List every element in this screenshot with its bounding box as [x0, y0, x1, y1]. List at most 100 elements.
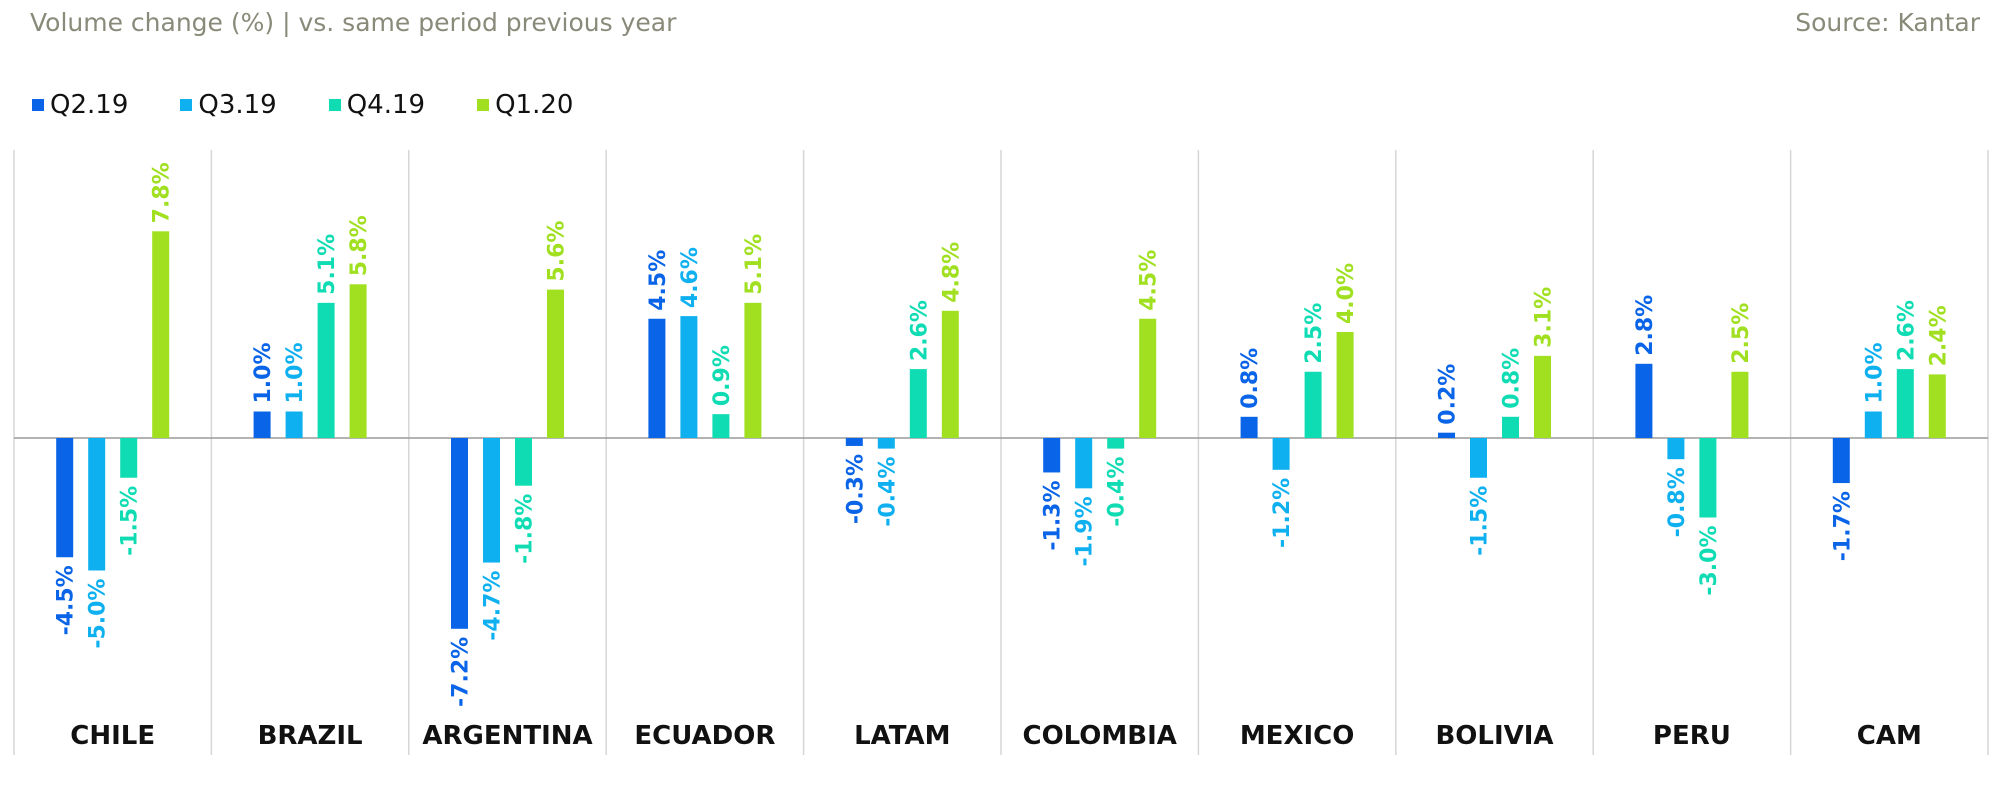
data-label-argentina-q4-19: -1.8%: [513, 494, 538, 564]
bar-brazil-q4-19: [317, 302, 335, 438]
data-label-ecuador-q3-19: 4.6%: [678, 247, 703, 308]
data-label-peru-q1-20: 2.5%: [1729, 303, 1754, 364]
data-label-colombia-q2-19: -1.3%: [1041, 480, 1066, 550]
data-label-brazil-q3-19: 1.0%: [283, 342, 308, 403]
bar-colombia-q4-19: [1107, 438, 1125, 449]
data-label-latam-q1-20: 4.8%: [939, 242, 964, 303]
category-label-mexico: MEXICO: [1240, 721, 1355, 751]
bar-argentina-q4-19: [515, 438, 532, 486]
bar-peru-q2-19: [1635, 363, 1653, 438]
data-label-latam-q4-19: 2.6%: [907, 300, 932, 361]
category-label-chile: CHILE: [70, 721, 155, 751]
bar-argentina-q3-19: [483, 438, 500, 563]
legend-item-q1-20: Q1.20: [477, 90, 573, 120]
bar-latam-q1-20: [941, 310, 959, 438]
data-label-peru-q2-19: 2.8%: [1633, 295, 1658, 356]
category-label-colombia: COLOMBIA: [1022, 721, 1176, 751]
bar-chile-q1-20: [152, 231, 170, 438]
category-label-latam: LATAM: [854, 721, 950, 751]
bar-ecuador-q4-19: [712, 414, 730, 438]
bar-argentina-q2-19: [451, 438, 468, 629]
bar-bolivia-q2-19: [1438, 432, 1455, 438]
data-label-colombia-q4-19: -0.4%: [1105, 457, 1130, 527]
bar-latam-q2-19: [845, 438, 863, 446]
bar-mexico-q2-19: [1240, 416, 1258, 438]
category-label-brazil: BRAZIL: [258, 721, 363, 751]
data-label-ecuador-q4-19: 0.9%: [710, 345, 735, 406]
bar-brazil-q3-19: [285, 411, 303, 438]
bar-mexico-q3-19: [1272, 438, 1290, 470]
chart-subtitle: Volume change (%) | vs. same period prev…: [30, 8, 677, 37]
source-note: Source: Kantar: [1795, 8, 1980, 37]
data-label-chile-q4-19: -1.5%: [118, 486, 143, 556]
data-label-bolivia-q4-19: 0.8%: [1500, 348, 1525, 409]
bar-ecuador-q2-19: [648, 318, 666, 438]
data-label-mexico-q3-19: -1.2%: [1270, 478, 1295, 548]
data-label-brazil-q1-20: 5.8%: [347, 215, 372, 276]
legend-item-q3-19: Q3.19: [180, 90, 277, 120]
data-label-cam-q3-19: 1.0%: [1862, 342, 1887, 403]
data-label-ecuador-q2-19: 4.5%: [646, 250, 671, 311]
bar-cam-q2-19: [1832, 438, 1850, 484]
bar-colombia-q2-19: [1043, 438, 1061, 473]
data-label-peru-q4-19: -3.0%: [1697, 526, 1722, 596]
data-label-cam-q1-20: 2.4%: [1926, 305, 1951, 366]
data-label-brazil-q2-19: 1.0%: [251, 342, 276, 403]
legend-label-q4-19: Q4.19: [346, 90, 426, 120]
bar-brazil-q1-20: [349, 284, 367, 438]
data-label-cam-q2-19: -1.7%: [1830, 491, 1855, 561]
bar-peru-q1-20: [1731, 371, 1749, 438]
data-label-ecuador-q1-20: 5.1%: [742, 234, 767, 295]
bar-colombia-q1-20: [1139, 318, 1157, 438]
data-label-mexico-q1-20: 4.0%: [1334, 263, 1359, 324]
bar-colombia-q3-19: [1075, 438, 1093, 489]
legend-swatch-q3-19: [180, 99, 193, 111]
data-label-bolivia-q3-19: -1.5%: [1468, 486, 1493, 556]
bar-peru-q4-19: [1699, 438, 1717, 518]
data-label-argentina-q2-19: -7.2%: [449, 637, 474, 707]
legend-swatch-q4-19: [328, 99, 341, 111]
data-label-argentina-q1-20: 5.6%: [545, 221, 570, 282]
bar-brazil-q2-19: [253, 411, 271, 438]
data-label-chile-q2-19: -4.5%: [54, 565, 79, 635]
bar-peru-q3-19: [1667, 438, 1685, 460]
bar-bolivia-q1-20: [1534, 355, 1551, 438]
legend-item-q4-19: Q4.19: [328, 90, 426, 120]
legend: Q2.19 Q3.19 Q4.19 Q1.20: [32, 90, 573, 120]
category-label-ecuador: ECUADOR: [634, 721, 775, 751]
category-label-argentina: ARGENTINA: [422, 721, 592, 751]
bar-cam-q1-20: [1928, 374, 1946, 438]
bar-argentina-q1-20: [547, 289, 564, 438]
legend-label-q3-19: Q3.19: [198, 90, 277, 120]
bar-bolivia-q4-19: [1502, 416, 1519, 438]
data-label-colombia-q1-20: 4.5%: [1137, 250, 1162, 311]
data-label-latam-q2-19: -0.3%: [843, 454, 868, 524]
bar-ecuador-q1-20: [744, 302, 762, 438]
legend-label-q2-19: Q2.19: [50, 90, 129, 120]
data-label-chile-q1-20: 7.8%: [150, 162, 175, 223]
bar-cam-q4-19: [1896, 369, 1914, 438]
bar-cam-q3-19: [1864, 411, 1882, 438]
bar-mexico-q1-20: [1336, 332, 1354, 438]
legend-swatch-q1-20: [477, 99, 490, 111]
category-label-bolivia: BOLIVIA: [1435, 721, 1553, 751]
data-label-cam-q4-19: 2.6%: [1894, 300, 1919, 361]
data-label-bolivia-q1-20: 3.1%: [1532, 287, 1557, 348]
bar-mexico-q4-19: [1304, 371, 1322, 438]
bar-chile-q2-19: [56, 438, 74, 558]
data-label-latam-q3-19: -0.4%: [875, 457, 900, 527]
legend-item-q2-19: Q2.19: [32, 90, 128, 120]
bar-ecuador-q3-19: [680, 316, 698, 438]
data-label-mexico-q4-19: 2.5%: [1302, 303, 1327, 364]
bar-latam-q4-19: [909, 369, 927, 438]
category-label-cam: CAM: [1857, 721, 1922, 751]
data-label-mexico-q2-19: 0.8%: [1238, 348, 1263, 409]
legend-swatch-q2-19: [32, 99, 44, 111]
bar-chile-q3-19: [88, 438, 106, 571]
bar-chile-q4-19: [120, 438, 138, 478]
category-label-peru: PERU: [1653, 721, 1731, 751]
data-label-chile-q3-19: -5.0%: [86, 579, 111, 649]
data-label-peru-q3-19: -0.8%: [1665, 467, 1690, 537]
data-label-brazil-q4-19: 5.1%: [315, 234, 340, 295]
